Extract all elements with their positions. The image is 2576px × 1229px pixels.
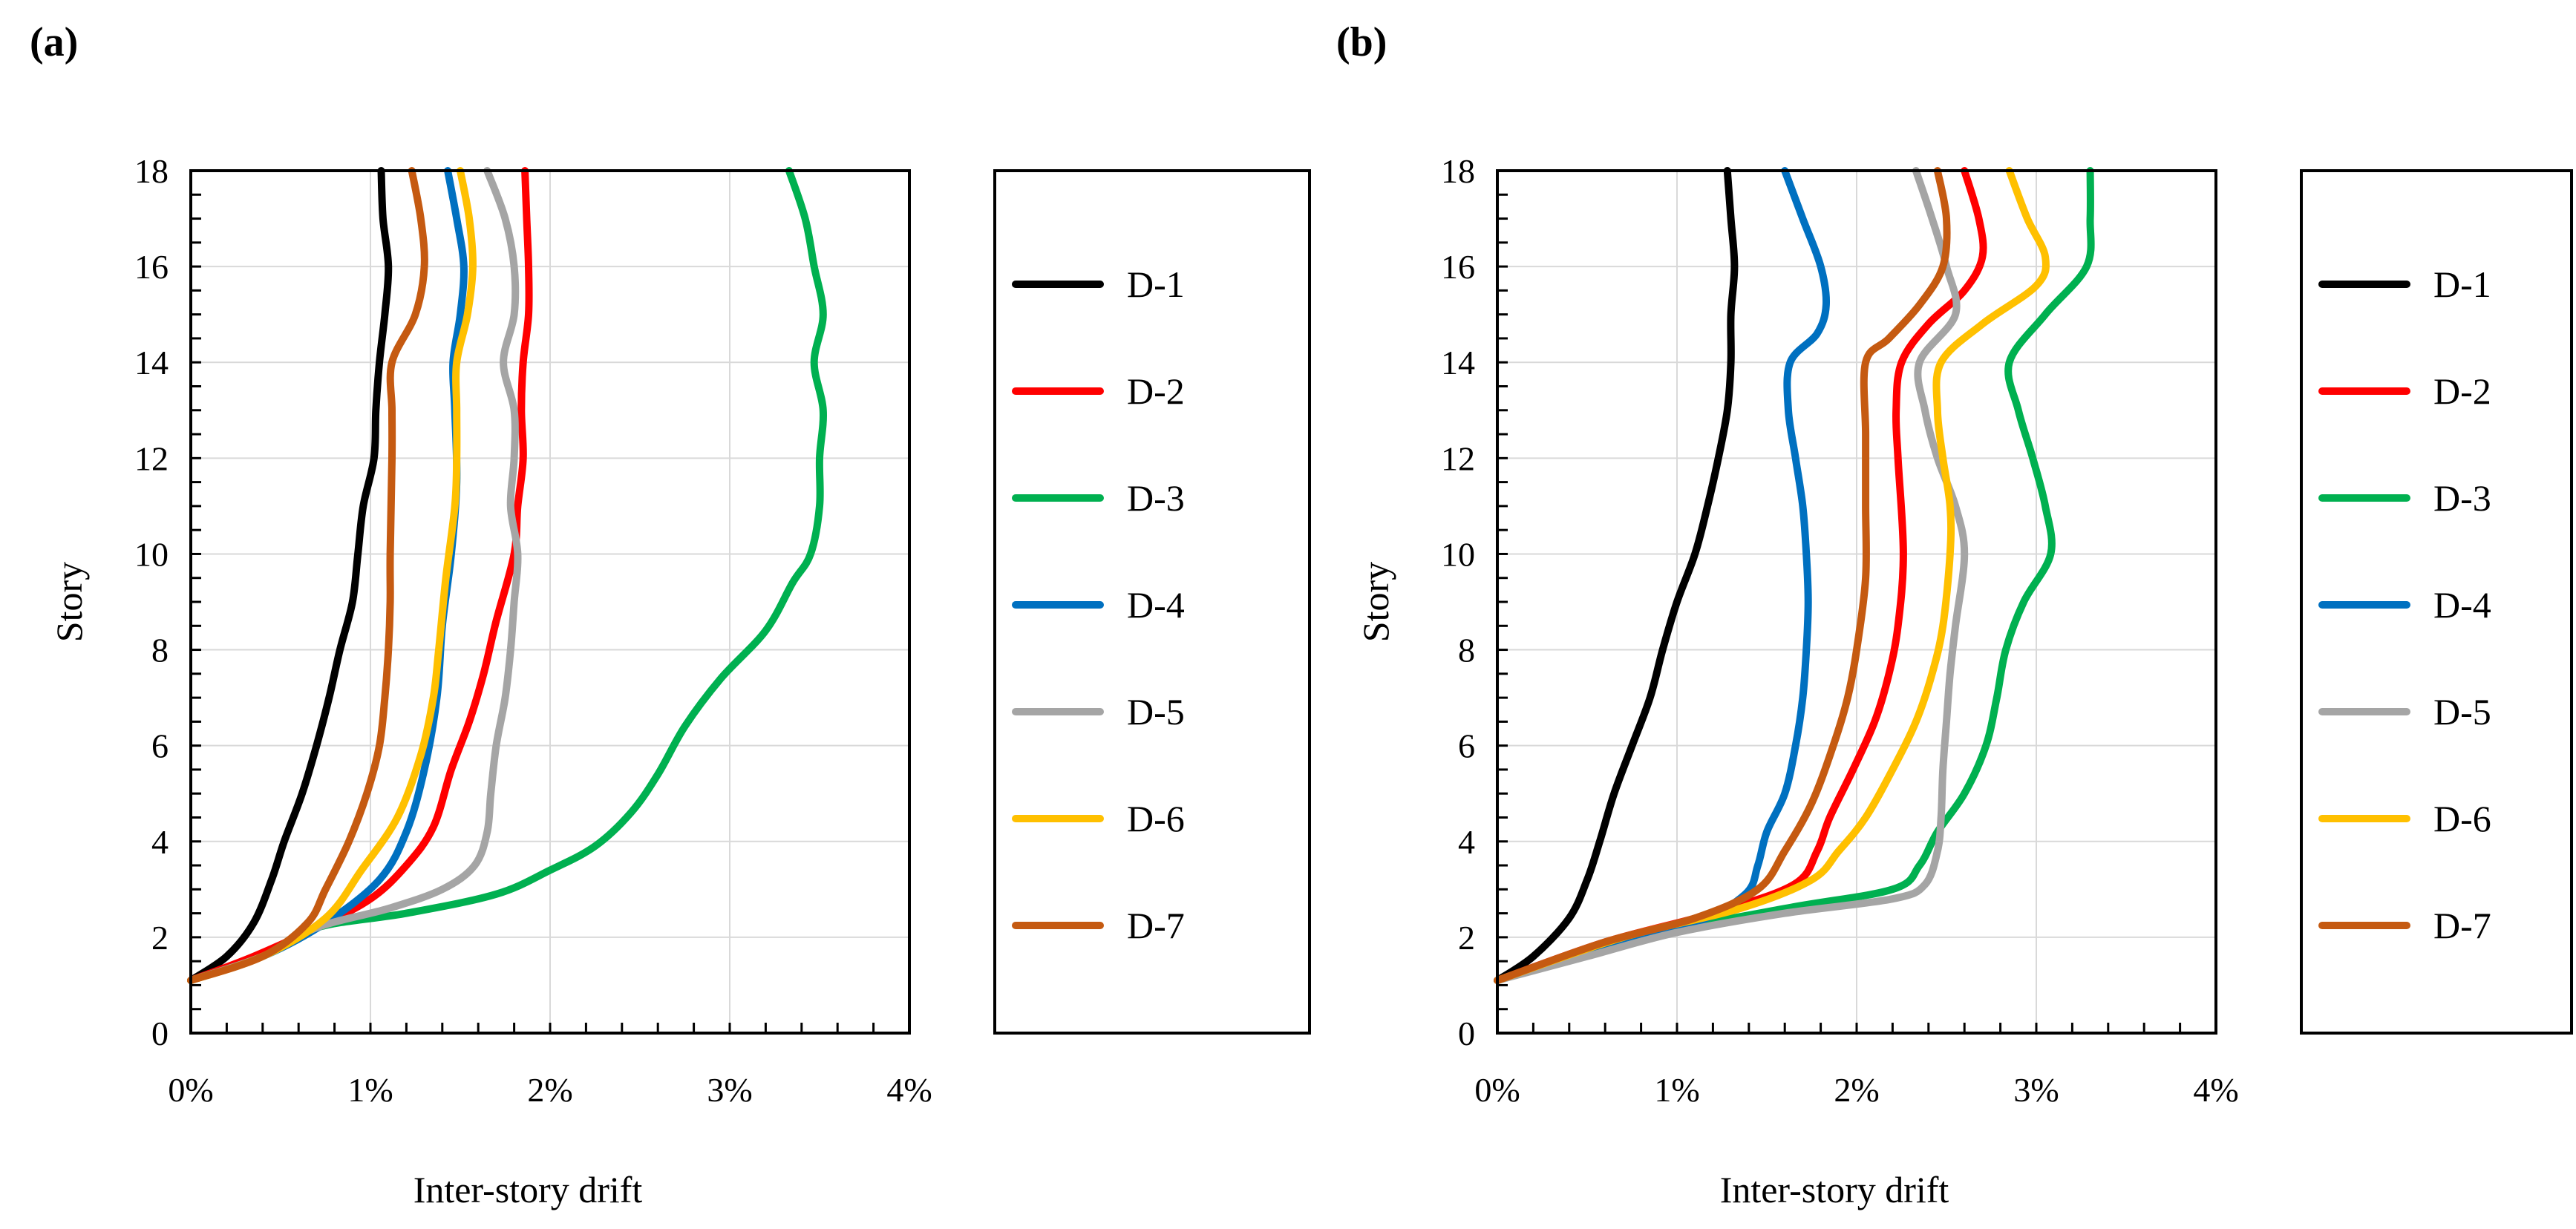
x-tick-label: 0% <box>1474 1071 1520 1109</box>
panel-label: (a) <box>30 19 78 65</box>
legend-label-d-3: D-3 <box>1127 477 1185 519</box>
series-line-d-7 <box>187 167 428 984</box>
legend-label-d-4: D-4 <box>2433 584 2491 626</box>
y-tick-label: 10 <box>1441 535 1475 573</box>
y-axis-title: Story <box>1355 562 1396 642</box>
y-tick-label: 6 <box>1458 727 1475 765</box>
legend-label-d-5: D-5 <box>1127 691 1185 733</box>
y-tick-label: 14 <box>1441 344 1475 381</box>
y-tick-label: 16 <box>134 248 169 286</box>
legend-label-d-4: D-4 <box>1127 584 1185 626</box>
plot-area-frame <box>189 169 911 1035</box>
y-tick-label: 18 <box>1441 152 1475 190</box>
series-line-d-2 <box>187 167 533 984</box>
series-line-d-5 <box>187 167 522 984</box>
y-tick-label: 12 <box>1441 439 1475 477</box>
y-tick-label: 8 <box>1458 632 1475 669</box>
y-tick-label: 18 <box>134 152 169 190</box>
x-tick-label: 3% <box>2013 1071 2059 1109</box>
y-tick-label: 2 <box>1458 919 1475 957</box>
series-line-d-6 <box>187 167 477 984</box>
legend-label-d-6: D-6 <box>1127 798 1185 839</box>
y-tick-label: 10 <box>134 535 169 573</box>
series-line-d-3 <box>187 167 828 984</box>
legend-label-d-5: D-5 <box>2433 691 2491 733</box>
legend-label-d-1: D-1 <box>2433 263 2491 305</box>
series-line-d-7 <box>1494 167 1951 984</box>
panel-label: (b) <box>1336 19 1387 65</box>
y-tick-labels: 0 2 4 6 8 10 12 14 16 18 <box>134 152 169 1052</box>
series-line-d-3 <box>1494 167 2095 984</box>
y-tick-label: 6 <box>151 727 169 765</box>
y-tick-label: 0 <box>151 1015 169 1052</box>
gridlines <box>190 170 910 1034</box>
y-tick-label: 8 <box>151 632 169 669</box>
x-tick-labels: 0% 1% 2% 3% 4% <box>1474 1071 2238 1109</box>
legend: D-1 D-2 D-3 D-4 D-5 D-6 D-7 <box>2300 169 2573 1035</box>
y-tick-labels: 0 2 4 6 8 10 12 14 16 18 <box>1441 152 1475 1052</box>
y-tick-label: 0 <box>1458 1015 1475 1052</box>
legend: D-1 D-2 D-3 D-4 D-5 D-6 D-7 <box>993 169 1311 1035</box>
legend-label-d-1: D-1 <box>1127 263 1185 305</box>
series-line-d-2 <box>1494 167 1987 984</box>
series-line-d-6 <box>1494 167 2050 984</box>
y-tick-label: 4 <box>151 823 169 861</box>
y-axis-title: Story <box>48 562 90 642</box>
series-line-d-1 <box>1494 167 1739 984</box>
legend-label-d-2: D-2 <box>2433 370 2491 412</box>
y-tick-label: 14 <box>134 344 169 381</box>
x-tick-label: 1% <box>347 1071 393 1109</box>
y-tick-label: 2 <box>151 919 169 957</box>
x-tick-label: 1% <box>1654 1071 1699 1109</box>
plot-area-frame <box>1496 169 2217 1035</box>
y-tick-label: 16 <box>1441 248 1475 286</box>
series-line-d-5 <box>1494 167 1969 984</box>
axis-ticks <box>189 169 911 1035</box>
x-tick-label: 4% <box>2193 1071 2238 1109</box>
legend-label-d-7: D-7 <box>2433 905 2491 946</box>
x-tick-label: 3% <box>707 1071 752 1109</box>
legend-label-d-7: D-7 <box>1127 905 1185 946</box>
y-tick-label: 4 <box>1458 823 1475 861</box>
x-tick-label: 4% <box>886 1071 932 1109</box>
x-axis-title: Inter-story drift <box>1720 1169 1949 1210</box>
x-tick-label: 2% <box>527 1071 572 1109</box>
chart-panel-b: (b) 0% 1% 2% 3% 4% 0 2 4 6 8 10 12 14 16 18 Inter-story … <box>1336 19 2573 1210</box>
x-tick-label: 0% <box>168 1071 213 1109</box>
series-line-d-1 <box>187 167 393 984</box>
legend-label-d-3: D-3 <box>2433 477 2491 519</box>
legend-label-d-2: D-2 <box>1127 370 1185 412</box>
y-tick-label: 12 <box>134 439 169 477</box>
x-tick-labels: 0% 1% 2% 3% 4% <box>168 1071 932 1109</box>
legend-label-d-6: D-6 <box>2433 798 2491 839</box>
series-lines <box>187 167 828 984</box>
chart-panel-a: (a) 0% 1% 2% 3% 4% 0 2 4 6 8 10 12 14 16 18 Inter-story … <box>30 19 1311 1210</box>
axis-ticks <box>1496 169 2217 1035</box>
x-axis-title: Inter-story drift <box>413 1169 643 1210</box>
series-lines <box>1494 167 2095 984</box>
x-tick-label: 2% <box>1834 1071 1879 1109</box>
